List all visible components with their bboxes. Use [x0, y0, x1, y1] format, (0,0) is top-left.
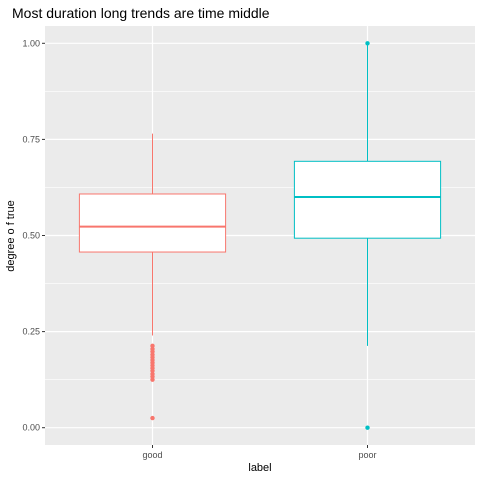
box-good [78, 133, 227, 421]
outlier-point [365, 425, 370, 430]
y-axis-ticks: 0.00 0.25 0.50 0.75 1.00 [22, 38, 45, 433]
iqr-box [293, 160, 442, 239]
y-tick-label: 0.00 [22, 423, 40, 433]
box-poor [293, 41, 442, 430]
y-tick-label: 0.25 [22, 327, 40, 337]
outlier-point [150, 377, 155, 382]
outlier-point [150, 343, 155, 349]
chart-title: Most duration long trends are time middl… [12, 5, 270, 21]
outlier-point [365, 41, 370, 46]
boxes-layer [78, 41, 442, 430]
y-tick-label: 0.75 [22, 134, 40, 144]
x-tick-label-good: good [142, 450, 162, 460]
outlier-point [150, 349, 155, 354]
x-tick-label-poor: poor [358, 450, 376, 460]
outlier-point [150, 374, 155, 379]
y-tick-label: 0.50 [22, 231, 40, 241]
y-tick-label: 1.00 [22, 38, 40, 48]
iqr-box [78, 193, 227, 253]
outlier-point [150, 368, 155, 374]
x-axis-title: label [248, 462, 271, 474]
outlier-point [150, 415, 155, 421]
y-axis-title: degree o f true [5, 200, 17, 272]
x-axis-ticks: good poor [142, 445, 377, 460]
